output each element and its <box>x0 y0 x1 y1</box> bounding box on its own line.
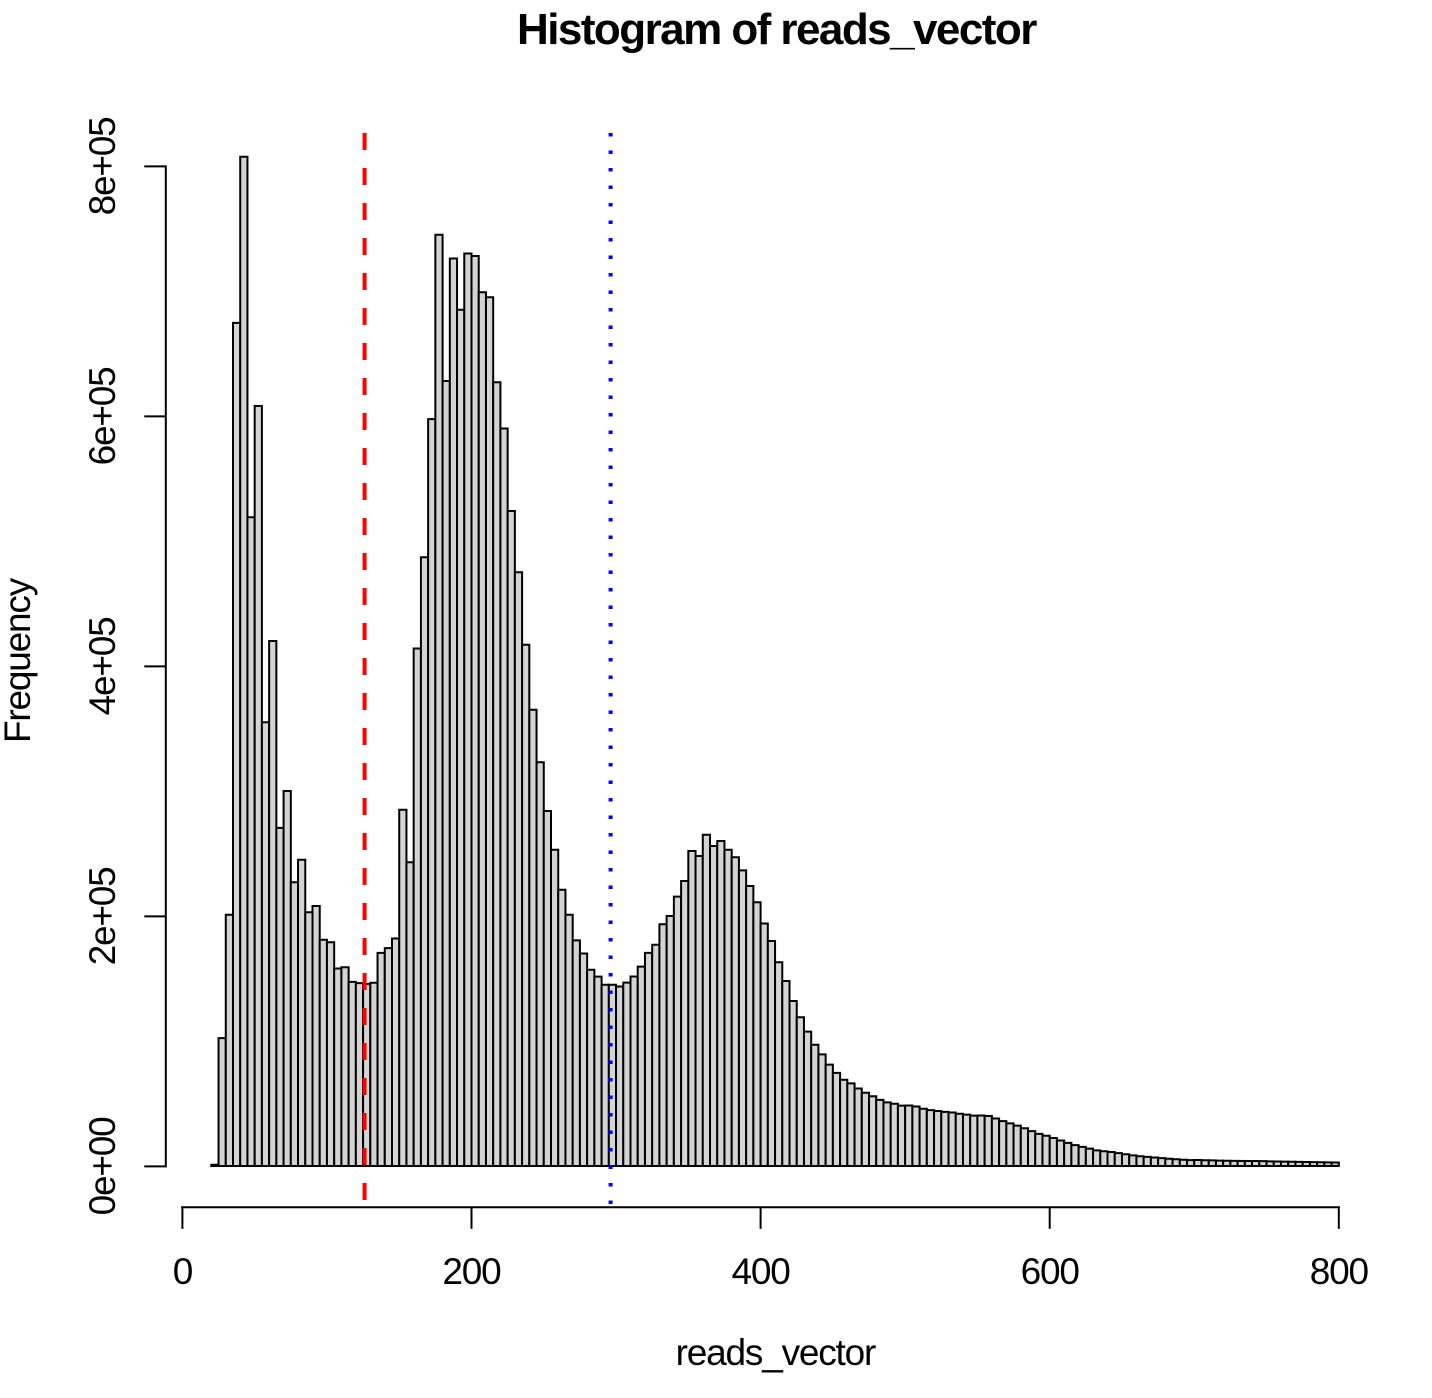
svg-text:0e+00: 0e+00 <box>82 1117 123 1216</box>
svg-text:8e+05: 8e+05 <box>82 117 123 216</box>
svg-text:reads_vector: reads_vector <box>676 1332 876 1373</box>
svg-text:4e+05: 4e+05 <box>82 617 123 716</box>
svg-text:800: 800 <box>1310 1251 1369 1292</box>
svg-text:0: 0 <box>173 1251 193 1292</box>
svg-text:Histogram of reads_vector: Histogram of reads_vector <box>517 5 1037 54</box>
svg-text:6e+05: 6e+05 <box>82 367 123 466</box>
svg-text:400: 400 <box>732 1251 791 1292</box>
svg-text:Frequency: Frequency <box>0 577 38 743</box>
svg-text:600: 600 <box>1021 1251 1080 1292</box>
svg-text:200: 200 <box>442 1251 501 1292</box>
svg-text:2e+05: 2e+05 <box>82 867 123 966</box>
